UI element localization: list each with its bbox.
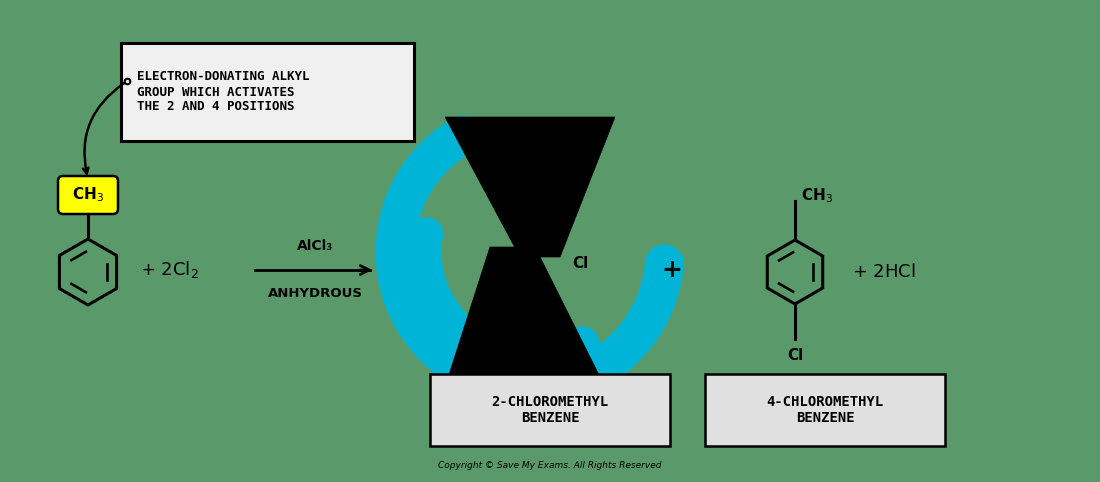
Text: $_3$: $_3$ bbox=[558, 237, 565, 251]
Text: CH$_3$: CH$_3$ bbox=[801, 187, 833, 205]
Text: $+\ 2\mathrm{HCl}$: $+\ 2\mathrm{HCl}$ bbox=[852, 263, 916, 281]
Text: Cl: Cl bbox=[572, 256, 588, 271]
Text: Cl: Cl bbox=[786, 348, 803, 363]
Text: AlCl₃: AlCl₃ bbox=[297, 239, 333, 253]
Text: +: + bbox=[661, 258, 682, 282]
Text: CH$_3$: CH$_3$ bbox=[72, 186, 104, 204]
Text: $+\ 2\mathrm{Cl_2}$: $+\ 2\mathrm{Cl_2}$ bbox=[140, 259, 199, 281]
Text: ELECTRON-DONATING ALKYL
GROUP WHICH ACTIVATES
THE 2 AND 4 POSITIONS: ELECTRON-DONATING ALKYL GROUP WHICH ACTI… bbox=[138, 70, 309, 113]
FancyBboxPatch shape bbox=[121, 43, 414, 141]
Polygon shape bbox=[446, 247, 605, 387]
FancyBboxPatch shape bbox=[430, 374, 670, 446]
Text: 2-CHLOROMETHYL
BENZENE: 2-CHLOROMETHYL BENZENE bbox=[492, 395, 608, 425]
FancyBboxPatch shape bbox=[705, 374, 945, 446]
Text: Copyright © Save My Exams. All Rights Reserved: Copyright © Save My Exams. All Rights Re… bbox=[438, 461, 662, 470]
Text: ANHYDROUS: ANHYDROUS bbox=[267, 287, 363, 300]
Text: 4-CHLOROMETHYL
BENZENE: 4-CHLOROMETHYL BENZENE bbox=[767, 395, 883, 425]
FancyBboxPatch shape bbox=[58, 176, 118, 214]
Polygon shape bbox=[446, 117, 615, 257]
